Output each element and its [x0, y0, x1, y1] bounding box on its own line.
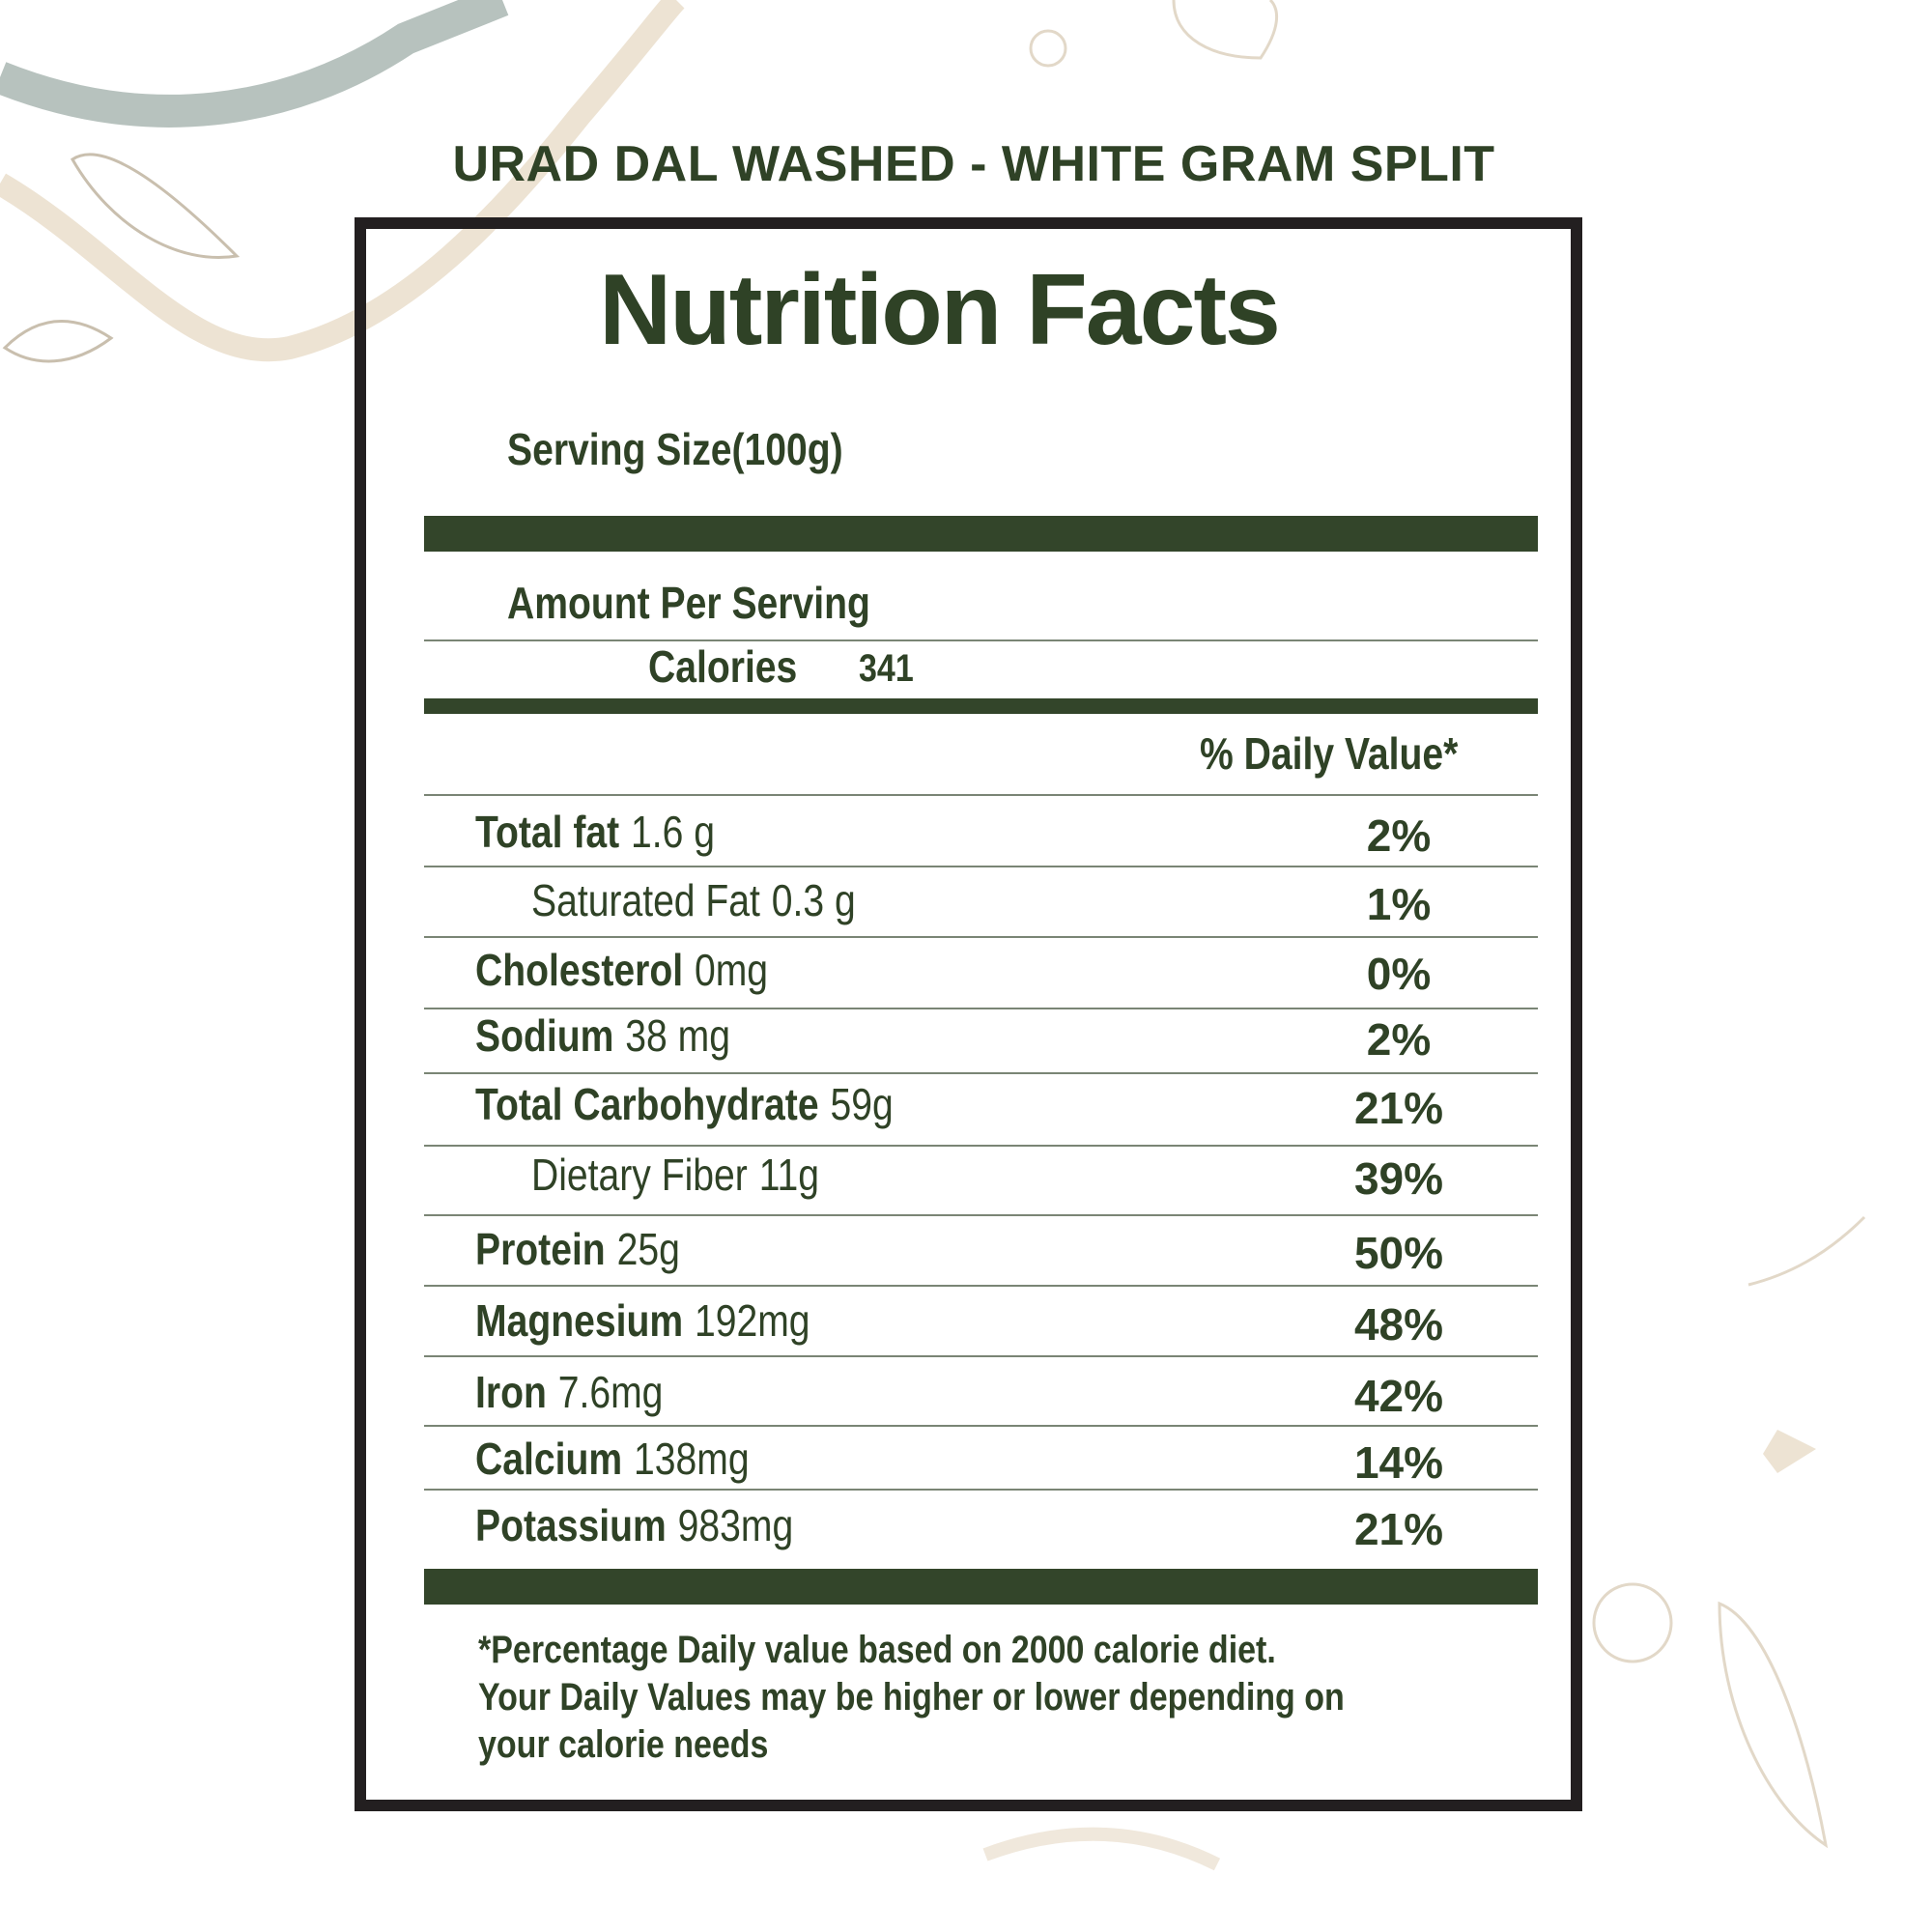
- nutrient-amount: 7.6mg: [557, 1367, 664, 1417]
- thin-divider: [424, 1285, 1538, 1287]
- thin-divider: [424, 1145, 1538, 1147]
- thin-divider: [424, 1214, 1538, 1216]
- thick-divider: [424, 516, 1538, 552]
- nutrient-amount: 25g: [616, 1224, 680, 1274]
- nutrient-row: Potassium 983mg 21%: [0, 1499, 1932, 1557]
- nutrient-name: Saturated Fat: [531, 875, 760, 925]
- nutrient-row: Iron 7.6mg 42%: [0, 1366, 1932, 1424]
- nutrient-text: Total Carbohydrate 59g: [475, 1078, 894, 1130]
- thin-divider: [424, 936, 1538, 938]
- calories-value: 341: [859, 647, 923, 691]
- daily-value: 50%: [1353, 1228, 1444, 1278]
- nutrient-text: Protein 25g: [475, 1223, 680, 1275]
- thin-divider: [424, 1072, 1538, 1074]
- footnote-text: your calorie needs: [478, 1723, 769, 1766]
- daily-value: 21%: [1353, 1083, 1444, 1133]
- nutrient-text: Sodium 38 mg: [475, 1009, 730, 1062]
- daily-value: 14%: [1353, 1437, 1444, 1488]
- serving-size-text: Serving Size(100g): [507, 424, 843, 474]
- daily-value: 2%: [1366, 810, 1432, 861]
- nutrient-name: Sodium: [475, 1010, 614, 1061]
- nutrient-name: Dietary Fiber: [531, 1150, 748, 1200]
- nutrient-name: Protein: [475, 1224, 606, 1274]
- daily-value-header-text: % Daily Value*: [1200, 728, 1459, 779]
- footnote-line: your calorie needs: [478, 1723, 819, 1767]
- daily-value-header: % Daily Value*: [1200, 727, 1504, 780]
- nutrient-row: Sodium 38 mg 2%: [0, 1009, 1932, 1067]
- nutrient-amount: 38 mg: [625, 1010, 730, 1061]
- nutrient-text: Iron 7.6mg: [475, 1366, 663, 1418]
- nutrient-row: Magnesium 192mg 48%: [0, 1294, 1932, 1352]
- nutrient-name: Iron: [475, 1367, 547, 1417]
- daily-value: 1%: [1366, 879, 1432, 929]
- daily-value: 21%: [1353, 1504, 1444, 1554]
- nutrient-name: Potassium: [475, 1500, 667, 1550]
- amount-per-serving-text: Amount Per Serving: [507, 578, 870, 628]
- nutrient-text: Magnesium 192mg: [475, 1294, 810, 1347]
- footnote-line: *Percentage Daily value based on 2000 ca…: [478, 1629, 1417, 1672]
- nutrient-amount: 0.3 g: [771, 875, 856, 925]
- nutrient-text: Potassium 983mg: [475, 1499, 793, 1551]
- nutrient-row: Dietary Fiber 11g 39%: [0, 1149, 1932, 1207]
- nutrient-amount: 11g: [758, 1150, 820, 1200]
- thin-divider: [424, 1425, 1538, 1427]
- nutrient-amount: 192mg: [694, 1295, 810, 1346]
- serving-size: Serving Size(100g): [507, 423, 902, 475]
- thin-divider: [424, 1355, 1538, 1357]
- thin-divider: [424, 866, 1538, 867]
- nutrient-text: Calcium 138mg: [475, 1433, 750, 1485]
- nutrient-amount: 1.6 g: [631, 807, 716, 857]
- nutrient-row: Total fat 1.6 g 2%: [0, 806, 1932, 864]
- nutrient-name: Calcium: [475, 1434, 623, 1484]
- nutrient-row: Protein 25g 50%: [0, 1223, 1932, 1281]
- thin-divider: [424, 639, 1538, 641]
- nutrient-name: Magnesium: [475, 1295, 684, 1346]
- nutrient-amount: 0mg: [694, 945, 769, 995]
- calories-label: Calories: [648, 640, 824, 693]
- product-title: URAD DAL WASHED - WHITE GRAM SPLIT: [452, 136, 1495, 192]
- footnote-text: *Percentage Daily value based on 2000 ca…: [478, 1629, 1276, 1671]
- nutrient-text: Saturated Fat 0.3 g: [531, 874, 856, 926]
- nutrient-text: Cholesterol 0mg: [475, 944, 768, 996]
- thin-divider: [424, 1489, 1538, 1491]
- nutrient-amount: 138mg: [634, 1434, 750, 1484]
- nutrient-amount: 59g: [830, 1079, 894, 1129]
- nutrient-text: Total fat 1.6 g: [475, 806, 715, 858]
- footnote-text: Your Daily Values may be higher or lower…: [478, 1676, 1345, 1719]
- daily-value: 0%: [1366, 949, 1432, 999]
- label-box: [355, 217, 1582, 1811]
- nutrient-name: Cholesterol: [475, 945, 684, 995]
- nutrient-text: Dietary Fiber 11g: [531, 1149, 819, 1201]
- nutrient-name: Total fat: [475, 807, 620, 857]
- daily-value: 48%: [1353, 1299, 1444, 1350]
- nutrient-amount: 983mg: [677, 1500, 794, 1550]
- nutrient-name: Total Carbohydrate: [475, 1079, 819, 1129]
- thin-divider: [424, 1008, 1538, 1009]
- label-title: Nutrition Facts: [599, 254, 1281, 366]
- nutrient-row: Calcium 138mg 14%: [0, 1433, 1932, 1491]
- amount-per-serving: Amount Per Serving: [507, 577, 934, 629]
- thin-divider: [424, 794, 1538, 796]
- daily-value: 42%: [1353, 1371, 1444, 1421]
- calories-label-text: Calories: [648, 641, 798, 692]
- medium-divider: [424, 698, 1538, 714]
- thick-divider: [424, 1569, 1538, 1605]
- nutrient-row: Saturated Fat 0.3 g 1%: [0, 874, 1932, 932]
- calories-value-text: 341: [859, 647, 914, 690]
- footnote-line: Your Daily Values may be higher or lower…: [478, 1676, 1497, 1719]
- nutrient-row: Total Carbohydrate 59g 21%: [0, 1078, 1932, 1136]
- nutrient-row: Cholesterol 0mg 0%: [0, 944, 1932, 1002]
- daily-value: 39%: [1353, 1153, 1444, 1204]
- daily-value: 2%: [1366, 1014, 1432, 1065]
